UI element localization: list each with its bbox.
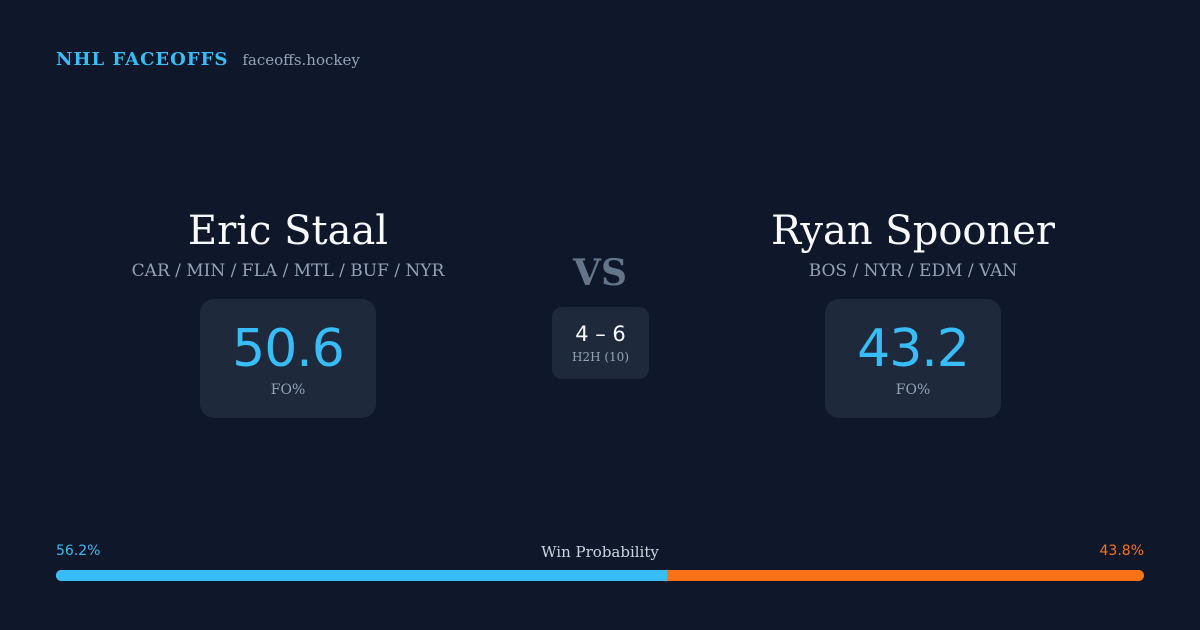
brand-name: NHL FACEOFFS [56, 49, 229, 70]
win-probability-bar-left [56, 570, 668, 581]
win-probability-bar-right [667, 570, 1144, 581]
player-right-name: Ryan Spooner [770, 208, 1056, 254]
win-probability-bar [56, 570, 1144, 581]
brand-header: NHL FACEOFFS faceoffs.hockey [56, 49, 360, 70]
player-right-panel: Ryan Spooner BOS / NYR / EDM / VAN 43.2 … [683, 206, 1143, 418]
player-left-fo-label: FO% [270, 381, 306, 398]
head-to-head-card: 4 – 6 H2H (10) [552, 307, 649, 379]
vs-label: VS [573, 252, 627, 294]
player-right-stat-card: 43.2 FO% [825, 299, 1001, 418]
player-right-fo-value: 43.2 [857, 318, 970, 379]
win-probability-title: Win Probability [541, 543, 659, 561]
player-left-fo-value: 50.6 [232, 318, 345, 379]
player-right-fo-label: FO% [895, 381, 931, 398]
brand-domain: faceoffs.hockey [242, 51, 360, 69]
win-probability-labels: 56.2% Win Probability 43.8% [56, 543, 1144, 561]
player-left-stat-card: 50.6 FO% [200, 299, 376, 418]
head-to-head-label: H2H (10) [571, 350, 629, 364]
win-probability-left: 56.2% [56, 543, 101, 559]
head-to-head-score: 4 – 6 [575, 322, 626, 346]
player-right-teams: BOS / NYR / EDM / VAN [808, 261, 1018, 281]
player-left-name: Eric Staal [187, 208, 389, 254]
win-probability-right: 43.8% [1099, 543, 1144, 559]
player-left-teams: CAR / MIN / FLA / MTL / BUF / NYR [131, 261, 445, 281]
player-left-panel: Eric Staal CAR / MIN / FLA / MTL / BUF /… [58, 206, 518, 418]
